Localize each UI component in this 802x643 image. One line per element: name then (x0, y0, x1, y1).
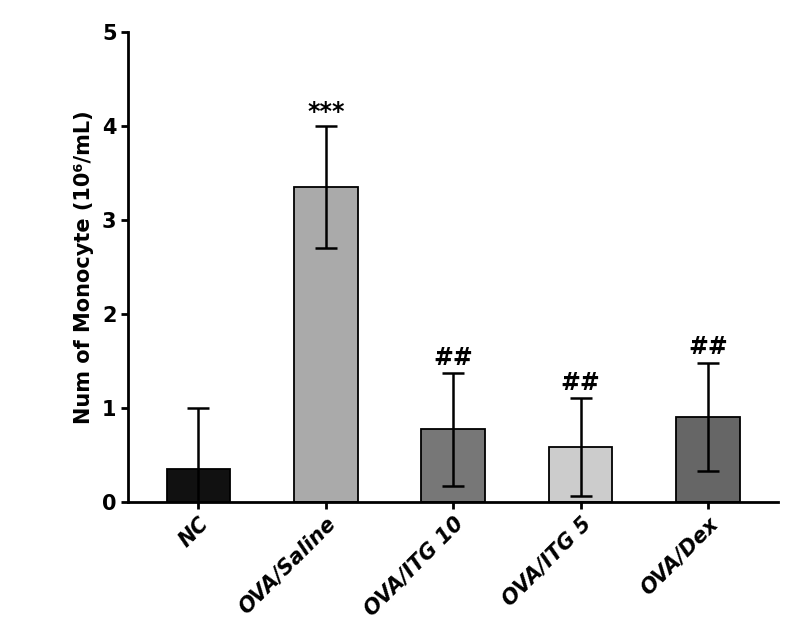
Text: ##: ## (561, 372, 601, 395)
Bar (421, 430, 485, 502)
Bar (549, 447, 613, 502)
Bar (167, 469, 230, 502)
Text: ##: ## (688, 335, 727, 359)
Text: ***: *** (307, 100, 345, 124)
Bar (294, 187, 358, 502)
Y-axis label: Num of Monocyte (10⁶/mL): Num of Monocyte (10⁶/mL) (74, 110, 94, 424)
Bar (676, 417, 739, 502)
Text: ##: ## (433, 346, 473, 370)
